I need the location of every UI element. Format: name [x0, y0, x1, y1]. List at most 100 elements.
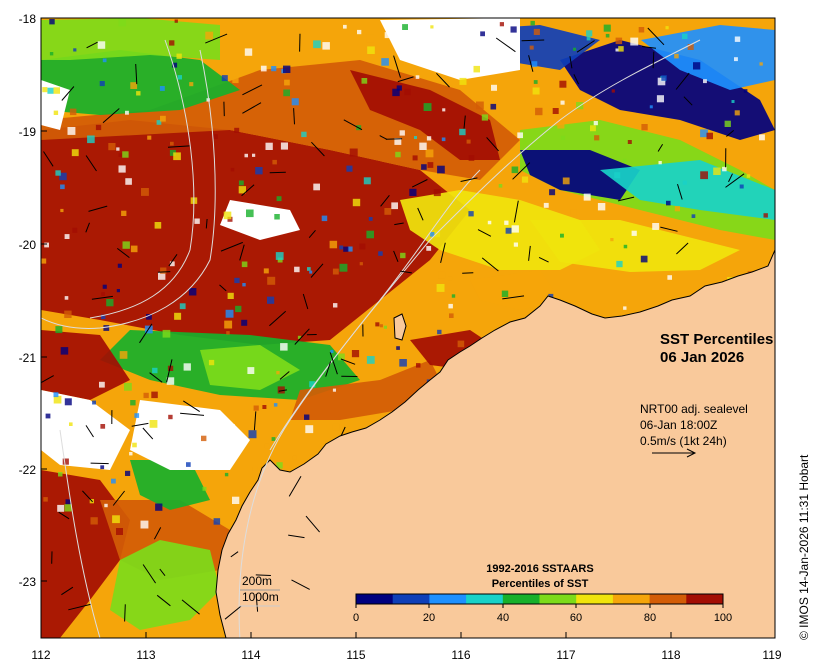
- sst-pixel: [351, 350, 360, 358]
- sst-pixel: [169, 149, 176, 156]
- sst-pixel: [409, 188, 417, 196]
- sst-pixel: [64, 310, 72, 318]
- sst-pixel: [430, 25, 434, 29]
- current-arrow: [573, 74, 580, 85]
- sst-pixel: [53, 392, 59, 398]
- current-arrow: [159, 568, 166, 577]
- sst-pixel: [394, 138, 402, 145]
- sst-pixel: [177, 75, 182, 80]
- sst-pixel: [359, 262, 363, 266]
- current-arrow: [660, 226, 678, 232]
- sst-pixel: [304, 414, 310, 420]
- sst-pixel: [343, 24, 347, 29]
- sst-pixel: [85, 446, 89, 450]
- sst-pixel: [366, 356, 375, 364]
- sst-pixel: [224, 320, 233, 329]
- sst-pixel: [307, 267, 311, 271]
- sst-pixel: [73, 48, 77, 52]
- current-arrow: [486, 137, 499, 152]
- island: [393, 313, 407, 341]
- sst-pixel: [64, 234, 70, 239]
- sst-pixel: [43, 497, 48, 502]
- current-arrow: [255, 574, 271, 576]
- sst-pixel: [366, 34, 374, 43]
- current-arrow: [642, 46, 657, 49]
- sst-pixel: [603, 24, 611, 32]
- current-arrow: [288, 476, 302, 497]
- sst-pixel: [586, 30, 593, 37]
- current-arrow: [242, 102, 262, 114]
- sst-pixel: [739, 184, 744, 189]
- plot-frame: [40, 17, 776, 639]
- sst-pixel: [158, 272, 166, 280]
- current-arrow: [308, 229, 316, 239]
- sst-pixel: [339, 245, 344, 250]
- current-arrow: [397, 76, 414, 83]
- sst-pixel: [449, 313, 454, 318]
- current-arrow: [278, 389, 287, 392]
- current-arrow: [528, 245, 531, 261]
- current-arrow: [205, 33, 228, 44]
- sst-pixel: [73, 407, 82, 415]
- sst-pixel: [610, 238, 614, 242]
- sst-pixel: [100, 424, 106, 429]
- lon-label: 115: [346, 648, 365, 662]
- colorbar-swatch: [539, 594, 577, 604]
- colorbar-swatch: [649, 594, 687, 604]
- current-arrow: [393, 55, 401, 78]
- lon-label: 116: [451, 648, 470, 662]
- sst-pixel: [160, 115, 166, 122]
- sst-pixel: [64, 398, 72, 406]
- sst-pixel: [194, 218, 200, 224]
- sst-pixel: [124, 382, 132, 391]
- sst-pixel: [157, 431, 161, 435]
- sst-pixel: [400, 252, 406, 259]
- sst-pixel: [427, 162, 434, 168]
- current-arrow: [269, 310, 287, 327]
- sst-field: [41, 18, 775, 638]
- sst-pixel: [186, 462, 191, 467]
- sst-pixel: [432, 20, 441, 28]
- sst-pixel: [121, 210, 127, 216]
- sst-pixel: [242, 283, 246, 287]
- current-arrow: [86, 41, 98, 49]
- sst-pixel: [140, 520, 149, 529]
- sst-pixel: [421, 164, 427, 170]
- current-arrow: [112, 490, 125, 506]
- sst-pixel: [313, 183, 320, 191]
- sst-pixel: [223, 211, 232, 220]
- sst-pixel: [658, 161, 662, 165]
- colorbar-swatch: [356, 594, 394, 604]
- sst-pixel: [103, 325, 110, 331]
- sst-pixel: [383, 325, 387, 329]
- sst-pixel: [743, 89, 748, 93]
- sst-pixel: [396, 85, 402, 91]
- sst-pixel: [97, 41, 106, 49]
- current-arrow: [153, 527, 162, 540]
- contour-200m-b: [59, 429, 101, 638]
- sst-pixel: [60, 347, 69, 355]
- sst-pixel: [501, 290, 509, 297]
- sst-pixel: [552, 108, 559, 114]
- sst-pixel: [379, 324, 383, 328]
- lon-label: 113: [136, 648, 155, 662]
- current-arrow: [135, 63, 138, 85]
- sst-pixel: [511, 225, 519, 233]
- sst-pixel: [252, 153, 256, 157]
- colorbar-frame: [355, 593, 724, 605]
- colorbar-swatch: [502, 594, 540, 604]
- sst-pixel: [641, 124, 648, 131]
- sst-pixel: [58, 472, 63, 477]
- sst-pixel: [143, 392, 149, 399]
- sst-pixel: [116, 528, 123, 535]
- current-arrow: [180, 412, 205, 416]
- lat-label: -22: [19, 463, 37, 477]
- sst-pixel: [72, 227, 78, 233]
- current-arrow: [183, 400, 200, 413]
- current-arrow: [460, 177, 478, 182]
- sst-patch: [530, 220, 740, 272]
- sst-pixel: [291, 98, 299, 106]
- sst-pixel: [532, 87, 540, 95]
- sst-pixel: [384, 32, 391, 39]
- sst-pixel: [700, 171, 708, 180]
